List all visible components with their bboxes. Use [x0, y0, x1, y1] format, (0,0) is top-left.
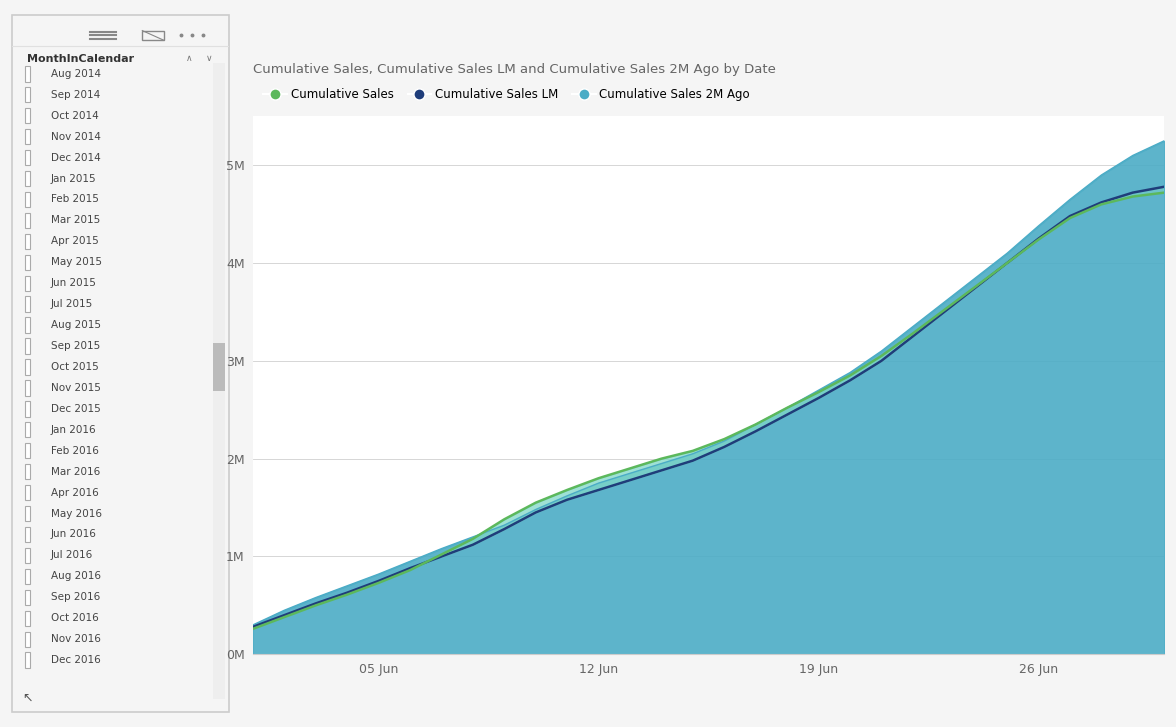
FancyBboxPatch shape [25, 192, 29, 207]
Text: Dec 2014: Dec 2014 [51, 153, 101, 163]
Text: Dec 2016: Dec 2016 [51, 655, 101, 665]
Text: ∧: ∧ [186, 54, 193, 63]
FancyBboxPatch shape [25, 359, 29, 374]
FancyBboxPatch shape [25, 338, 29, 354]
Legend: Cumulative Sales, Cumulative Sales LM, Cumulative Sales 2M Ago: Cumulative Sales, Cumulative Sales LM, C… [259, 84, 755, 106]
Text: Jul 2016: Jul 2016 [51, 550, 93, 561]
FancyBboxPatch shape [25, 129, 29, 145]
Text: Apr 2015: Apr 2015 [51, 236, 99, 246]
FancyBboxPatch shape [25, 276, 29, 291]
FancyBboxPatch shape [25, 108, 29, 124]
Text: Aug 2015: Aug 2015 [51, 320, 101, 330]
FancyBboxPatch shape [25, 213, 29, 228]
FancyBboxPatch shape [25, 506, 29, 521]
FancyBboxPatch shape [25, 652, 29, 668]
Text: Apr 2016: Apr 2016 [51, 488, 99, 497]
FancyBboxPatch shape [213, 63, 225, 699]
FancyBboxPatch shape [25, 422, 29, 438]
FancyBboxPatch shape [25, 464, 29, 479]
FancyBboxPatch shape [25, 318, 29, 333]
Text: Sep 2015: Sep 2015 [51, 341, 100, 351]
Text: Nov 2016: Nov 2016 [51, 634, 101, 644]
Text: Jul 2015: Jul 2015 [51, 300, 93, 309]
Text: ∨: ∨ [206, 54, 212, 63]
Text: MonthInCalendar: MonthInCalendar [27, 54, 134, 63]
Text: ↖: ↖ [22, 692, 33, 705]
Text: Oct 2015: Oct 2015 [51, 362, 99, 372]
Text: May 2015: May 2015 [51, 257, 102, 268]
FancyBboxPatch shape [25, 380, 29, 395]
Text: Jan 2015: Jan 2015 [51, 174, 96, 183]
Text: Jun 2016: Jun 2016 [51, 529, 96, 539]
Text: Oct 2016: Oct 2016 [51, 614, 99, 623]
Text: Oct 2014: Oct 2014 [51, 111, 99, 121]
FancyBboxPatch shape [213, 342, 225, 391]
FancyBboxPatch shape [25, 254, 29, 270]
FancyBboxPatch shape [25, 66, 29, 81]
FancyBboxPatch shape [25, 485, 29, 500]
Text: Nov 2014: Nov 2014 [51, 132, 101, 142]
Text: Aug 2014: Aug 2014 [51, 69, 101, 79]
Text: Aug 2016: Aug 2016 [51, 571, 101, 582]
FancyBboxPatch shape [25, 590, 29, 605]
FancyBboxPatch shape [25, 233, 29, 249]
FancyBboxPatch shape [25, 443, 29, 459]
Text: Mar 2016: Mar 2016 [51, 467, 100, 477]
Text: Feb 2016: Feb 2016 [51, 446, 99, 456]
Text: Nov 2015: Nov 2015 [51, 383, 101, 393]
Text: May 2016: May 2016 [51, 509, 102, 518]
Text: Jan 2016: Jan 2016 [51, 425, 96, 435]
FancyBboxPatch shape [25, 87, 29, 103]
FancyBboxPatch shape [25, 401, 29, 417]
FancyBboxPatch shape [25, 527, 29, 542]
Text: Mar 2015: Mar 2015 [51, 215, 100, 225]
Text: Cumulative Sales, Cumulative Sales LM and Cumulative Sales 2M Ago by Date: Cumulative Sales, Cumulative Sales LM an… [253, 63, 776, 76]
Text: Sep 2016: Sep 2016 [51, 593, 100, 602]
FancyBboxPatch shape [25, 547, 29, 563]
FancyBboxPatch shape [25, 632, 29, 647]
Text: Dec 2015: Dec 2015 [51, 404, 101, 414]
FancyBboxPatch shape [25, 569, 29, 584]
FancyBboxPatch shape [25, 297, 29, 312]
Text: Sep 2014: Sep 2014 [51, 90, 100, 100]
FancyBboxPatch shape [25, 171, 29, 186]
FancyBboxPatch shape [25, 150, 29, 165]
Text: Jun 2015: Jun 2015 [51, 278, 96, 288]
Text: Feb 2015: Feb 2015 [51, 195, 99, 204]
FancyBboxPatch shape [25, 611, 29, 626]
